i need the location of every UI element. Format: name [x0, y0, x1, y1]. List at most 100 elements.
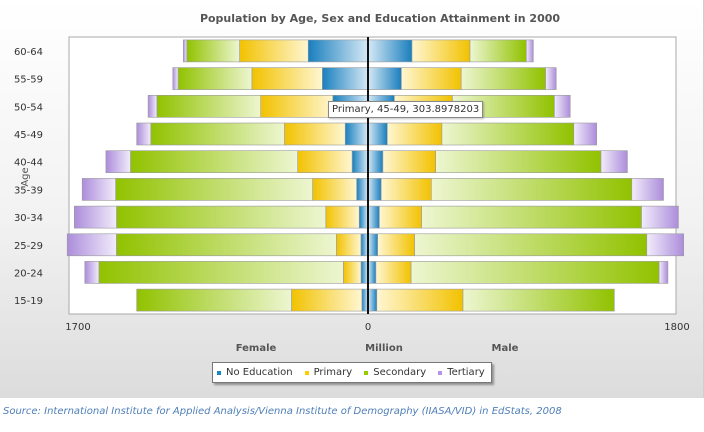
bars-layer	[66, 39, 684, 312]
bar-female-secondary-25-29[interactable]	[116, 233, 337, 257]
bar-male-tertiary-45-49[interactable]	[573, 122, 597, 146]
bar-female-tertiary-25-29[interactable]	[66, 233, 117, 257]
legend-swatch-no-education	[217, 370, 221, 375]
legend-label: Primary	[313, 367, 353, 378]
bar-female-primary-30-34[interactable]	[325, 205, 360, 229]
y-tick-label: 55-59	[14, 75, 43, 86]
bar-male-no-education-55-59[interactable]	[367, 67, 402, 90]
bar-female-tertiary-55-59[interactable]	[172, 67, 179, 90]
bar-male-secondary-55-59[interactable]	[460, 67, 546, 90]
bar-male-no-education-25-29[interactable]	[367, 233, 378, 257]
bar-male-secondary-20-24[interactable]	[410, 261, 660, 284]
bar-female-primary-55-59[interactable]	[251, 67, 323, 90]
bar-female-tertiary-50-54[interactable]	[147, 95, 158, 118]
bar-female-primary-50-54[interactable]	[260, 95, 334, 118]
y-tick-label: 15-19	[14, 296, 43, 307]
bar-male-primary-30-34[interactable]	[379, 205, 422, 229]
bar-female-primary-15-19[interactable]	[291, 288, 363, 312]
bar-female-primary-20-24[interactable]	[343, 261, 362, 284]
x-axis-title: Million	[365, 343, 403, 354]
bar-male-no-education-20-24[interactable]	[367, 261, 377, 284]
bar-male-secondary-35-39[interactable]	[430, 178, 633, 201]
bar-male-tertiary-40-44[interactable]	[600, 150, 628, 173]
bar-male-primary-60-64[interactable]	[411, 39, 471, 63]
bar-male-secondary-60-64[interactable]	[469, 39, 527, 63]
bar-female-no-education-35-39[interactable]	[356, 178, 369, 201]
female-label: Female	[236, 343, 277, 354]
bar-female-secondary-60-64[interactable]	[186, 39, 240, 63]
bar-male-tertiary-35-39[interactable]	[631, 178, 664, 201]
bar-female-tertiary-40-44[interactable]	[105, 150, 131, 173]
bar-male-secondary-40-44[interactable]	[435, 150, 602, 173]
bar-female-tertiary-60-64[interactable]	[183, 39, 188, 63]
population-pyramid-chart: 15-19 20-24 25-29 30-34 35-39 40-44 45-49 50-54…	[14, 36, 690, 354]
bar-female-secondary-20-24[interactable]	[98, 261, 344, 284]
y-tick-label: 30-34	[14, 213, 43, 224]
bar-female-no-education-25-29[interactable]	[360, 233, 369, 257]
bar-female-no-education-60-64[interactable]	[307, 39, 369, 63]
bar-male-tertiary-50-54[interactable]	[554, 95, 571, 118]
bar-male-primary-20-24[interactable]	[375, 261, 412, 284]
bar-female-primary-40-44[interactable]	[297, 150, 353, 173]
bar-female-primary-35-39[interactable]	[312, 178, 357, 201]
y-tick-label: 60-64	[14, 47, 43, 58]
bar-male-no-education-40-44[interactable]	[367, 150, 384, 173]
bar-male-no-education-60-64[interactable]	[367, 39, 413, 63]
bar-female-no-education-55-59[interactable]	[321, 67, 369, 90]
bar-male-primary-15-19[interactable]	[376, 288, 464, 312]
bar-male-no-education-30-34[interactable]	[367, 205, 380, 229]
y-tick-label: 35-39	[14, 185, 43, 196]
bar-female-tertiary-35-39[interactable]	[81, 178, 116, 201]
legend-item-no-education[interactable]: No Education	[217, 367, 293, 378]
bar-male-secondary-25-29[interactable]	[414, 233, 648, 257]
bar-female-tertiary-20-24[interactable]	[84, 261, 100, 284]
bar-female-tertiary-45-49[interactable]	[136, 122, 152, 146]
bar-female-tertiary-30-34[interactable]	[74, 205, 117, 229]
hover-tooltip: Primary, 45-49, 303.8978203	[328, 101, 484, 118]
bar-male-no-education-45-49[interactable]	[367, 122, 388, 146]
bar-female-secondary-35-39[interactable]	[115, 178, 313, 201]
x-tick-label: 1700	[65, 322, 90, 333]
legend-label: Tertiary	[447, 367, 485, 378]
legend-item-tertiary[interactable]: Tertiary	[438, 367, 485, 378]
bar-female-secondary-40-44[interactable]	[130, 150, 299, 173]
legend-item-primary[interactable]: Primary	[304, 367, 353, 378]
bar-male-secondary-15-19[interactable]	[462, 288, 615, 312]
legend-label: Secondary	[373, 367, 427, 378]
y-axis-title: Age	[20, 167, 31, 186]
bar-female-primary-25-29[interactable]	[335, 233, 362, 257]
bar-male-primary-25-29[interactable]	[377, 233, 415, 257]
bar-female-no-education-20-24[interactable]	[360, 261, 369, 284]
legend-item-secondary[interactable]: Secondary	[364, 367, 426, 378]
bar-male-primary-35-39[interactable]	[380, 178, 432, 201]
bar-female-secondary-30-34[interactable]	[116, 205, 327, 229]
bar-female-secondary-45-49[interactable]	[150, 122, 285, 146]
bar-male-secondary-45-49[interactable]	[441, 122, 575, 146]
bar-male-primary-40-44[interactable]	[382, 150, 436, 173]
bar-male-tertiary-60-64[interactable]	[525, 39, 534, 63]
y-tick-label: 50-54	[14, 102, 43, 113]
bar-female-no-education-40-44[interactable]	[351, 150, 369, 173]
bar-male-no-education-15-19[interactable]	[367, 288, 378, 312]
bar-female-no-education-30-34[interactable]	[358, 205, 369, 229]
bar-female-secondary-55-59[interactable]	[177, 67, 253, 90]
y-tick-label: 40-44	[14, 158, 43, 169]
y-tick-label: 25-29	[14, 241, 43, 252]
bar-male-tertiary-55-59[interactable]	[545, 67, 557, 90]
bar-female-secondary-50-54[interactable]	[156, 95, 261, 118]
bar-male-primary-55-59[interactable]	[401, 67, 462, 90]
bar-female-primary-60-64[interactable]	[239, 39, 309, 63]
bar-male-primary-45-49[interactable]	[386, 122, 443, 146]
bar-female-secondary-15-19[interactable]	[136, 288, 292, 312]
male-label: Male	[492, 343, 519, 354]
bar-male-secondary-30-34[interactable]	[421, 205, 642, 229]
bar-male-tertiary-25-29[interactable]	[646, 233, 684, 257]
bar-male-no-education-35-39[interactable]	[367, 178, 382, 201]
bar-male-tertiary-30-34[interactable]	[641, 205, 679, 229]
legend-swatch-primary	[304, 370, 309, 375]
bar-female-primary-45-49[interactable]	[284, 122, 346, 146]
y-tick-label: 45-49	[14, 130, 43, 141]
x-tick-labels: 1700 0 1800	[65, 322, 689, 333]
bar-female-no-education-45-49[interactable]	[344, 122, 369, 146]
bar-male-tertiary-20-24[interactable]	[658, 261, 669, 284]
